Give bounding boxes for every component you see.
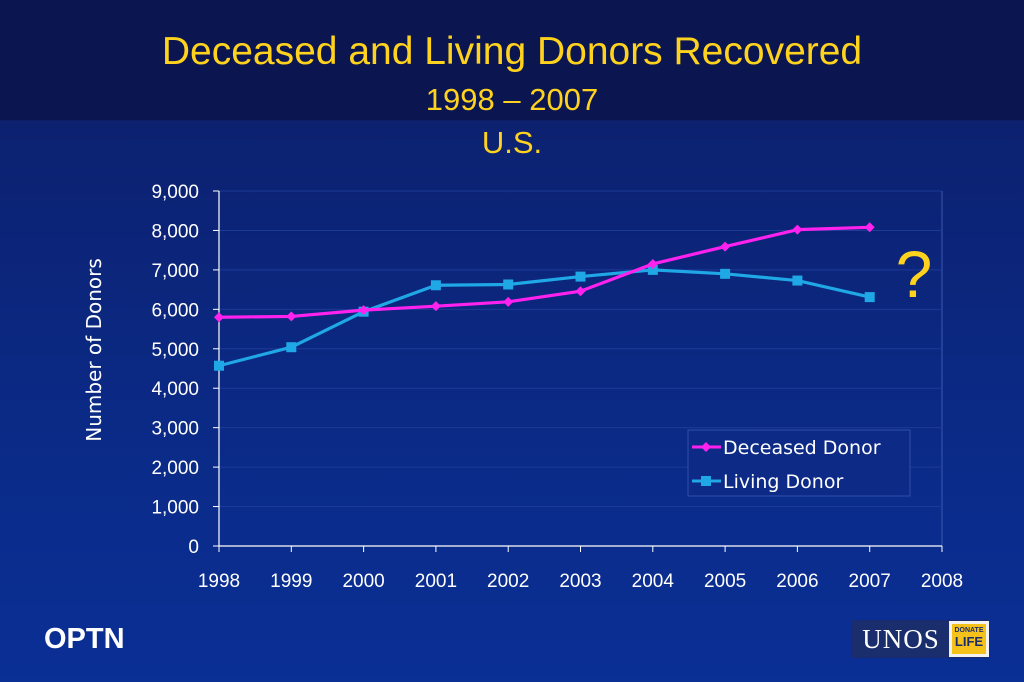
- y-tick-labels: 0 1,000 2,000 3,000 4,000 5,000 6,000 7,000 8,00…: [151, 182, 199, 558]
- y-tick-label: 7,000: [151, 261, 199, 282]
- donate-life-badge: DONATE LIFE: [952, 624, 986, 654]
- page-region: U.S.: [481, 125, 543, 160]
- y-tick-label: 6,000: [151, 300, 199, 321]
- data-point-deceased-donor: [430, 301, 441, 312]
- page-subtitle: 1998 – 2007: [425, 82, 599, 117]
- legend-marker-living-donor: [701, 476, 711, 486]
- page-title: Deceased and Living Donors Recovered: [161, 30, 863, 73]
- x-tick-label: 2003: [559, 571, 601, 592]
- y-tick-label: 8,000: [151, 221, 199, 242]
- data-point-living-donor: [430, 280, 441, 291]
- donate-life-badge-top: DONATE: [954, 627, 984, 634]
- optn-label: OPTN: [44, 623, 125, 655]
- legend-label-living-donor: Living Donor: [723, 471, 843, 493]
- y-tick-label: 5,000: [151, 340, 199, 361]
- data-point-living-donor: [575, 271, 586, 282]
- series-line-deceased-donor: [218, 225, 870, 319]
- x-tick-label: 2002: [487, 571, 529, 592]
- data-point-living-donor: [647, 264, 658, 275]
- data-point-deceased-donor: [358, 305, 369, 316]
- chart-legend: Deceased Donor Living Donor: [687, 429, 911, 497]
- x-tick-label: 1999: [270, 571, 312, 592]
- data-point-deceased-donor: [286, 311, 297, 322]
- x-tick-label: 2004: [632, 571, 675, 592]
- data-point-deceased-donor: [647, 258, 658, 269]
- legend-marker-deceased-donor: [701, 442, 711, 452]
- data-point-deceased-donor: [214, 312, 224, 323]
- data-point-deceased-donor: [792, 224, 803, 235]
- series-line-living-donor: [218, 268, 871, 368]
- legend-label-deceased-donor: Deceased Donor: [723, 437, 881, 459]
- data-point-living-donor: [503, 279, 514, 290]
- donate-life-badge-bottom: LIFE: [954, 634, 984, 649]
- unos-logo: UNOS DONATE LIFE: [852, 620, 990, 658]
- y-axis-label: Number of Donors: [82, 258, 106, 442]
- y-tick-label: 9,000: [151, 182, 199, 203]
- data-point-living-donor: [792, 275, 803, 286]
- data-point-living-donor: [214, 360, 224, 371]
- x-tick-label: 2008: [921, 571, 963, 592]
- y-tick-label: 4,000: [151, 379, 199, 400]
- x-tick-label: 1998: [198, 571, 240, 592]
- data-point-deceased-donor: [864, 222, 875, 233]
- chart-series: [214, 222, 875, 371]
- y-tick-label: 3,000: [151, 419, 199, 440]
- x-tick-label: 2005: [704, 571, 746, 592]
- data-point-living-donor: [864, 292, 875, 303]
- x-tick-label: 2006: [776, 571, 818, 592]
- data-point-living-donor: [286, 342, 297, 353]
- legend-box: [687, 429, 911, 497]
- y-tick-label: 1,000: [151, 498, 199, 519]
- question-annotation: ?: [896, 237, 933, 311]
- data-point-deceased-donor: [720, 241, 731, 252]
- title-band: [0, 0, 1024, 120]
- x-tick-label: 2000: [342, 571, 384, 592]
- x-tick-label: 2007: [849, 571, 891, 592]
- data-point-deceased-donor: [575, 286, 586, 297]
- y-tick-label: 2,000: [151, 458, 199, 479]
- x-tick-labels: 1998 1999 2000 2001 2002 2003 2004 2005 2006 2007…: [198, 571, 963, 592]
- x-tick-label: 2001: [415, 571, 457, 592]
- y-tick-label: 0: [188, 537, 199, 558]
- data-point-deceased-donor: [503, 296, 514, 307]
- chart-axes: [213, 190, 943, 552]
- unos-logo-text: UNOS: [853, 621, 949, 657]
- data-point-living-donor: [720, 268, 731, 279]
